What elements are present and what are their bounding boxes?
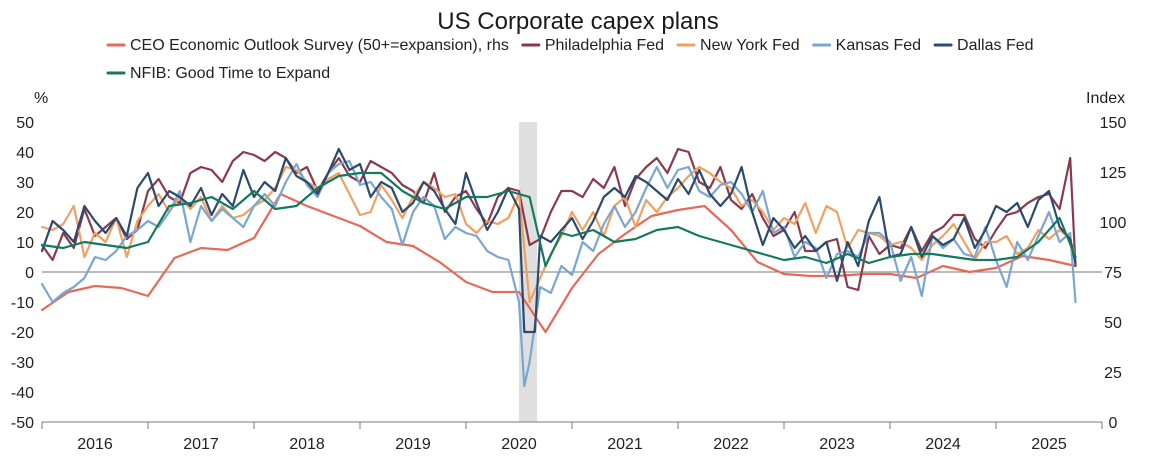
legend-label: Dallas Fed (957, 37, 1033, 54)
x-tick-label: 2021 (607, 436, 643, 453)
legend-label: Philadelphia Fed (545, 37, 664, 54)
y-right-tick-label: 75 (1104, 265, 1122, 282)
series-line-1 (40, 192, 1077, 334)
series-layer (40, 147, 1077, 388)
y-right-tick-label: 150 (1100, 115, 1127, 132)
x-tick-label: 2023 (819, 436, 855, 453)
legend-label: New York Fed (700, 37, 800, 54)
x-tick-label: 2022 (713, 436, 749, 453)
series-line-5 (40, 147, 1077, 334)
series-line-4 (40, 159, 1077, 388)
legend-label: CEO Economic Outlook Survey (50+=expansi… (130, 37, 509, 54)
legend: CEO Economic Outlook Survey (50+=expansi… (106, 37, 1034, 82)
x-tick-label: 2025 (1031, 436, 1067, 453)
y-left-tick-label: -40 (11, 385, 34, 402)
right-axis-unit: Index (1086, 90, 1125, 107)
series-line-6 (40, 171, 1077, 268)
x-tick-label: 2019 (395, 436, 431, 453)
x-tick-label: 2020 (501, 436, 537, 453)
y-left-tick-label: 40 (16, 145, 34, 162)
y-left-tick-label: -20 (11, 325, 34, 342)
x-tick-label: 2024 (925, 436, 961, 453)
y-right-tick-label: 25 (1104, 365, 1122, 382)
legend-label: Kansas Fed (836, 37, 921, 54)
y-left-tick-label: -10 (11, 295, 34, 312)
y-right-tick-label: 0 (1109, 415, 1118, 432)
y-left-tick-label: 50 (16, 115, 34, 132)
x-tick-label: 2017 (183, 436, 219, 453)
x-tick-label: 2016 (77, 436, 113, 453)
legend-label: NFIB: Good Time to Expand (130, 65, 330, 82)
y-left-tick-label: 0 (25, 265, 34, 282)
chart-title: US Corporate capex plans (437, 8, 718, 35)
y-left-tick-label: 20 (16, 205, 34, 222)
left-axis-unit: % (34, 90, 48, 107)
y-right-tick-label: 100 (1100, 215, 1127, 232)
axes: 50403020100-10-20-30-40-5015012510075502… (11, 115, 1127, 453)
y-left-tick-label: 10 (16, 235, 34, 252)
x-tick-label: 2018 (289, 436, 325, 453)
y-right-tick-label: 50 (1104, 315, 1122, 332)
y-left-tick-label: 30 (16, 175, 34, 192)
y-left-tick-label: -30 (11, 355, 34, 372)
y-left-tick-label: -50 (11, 415, 34, 432)
y-right-tick-label: 125 (1100, 165, 1127, 182)
